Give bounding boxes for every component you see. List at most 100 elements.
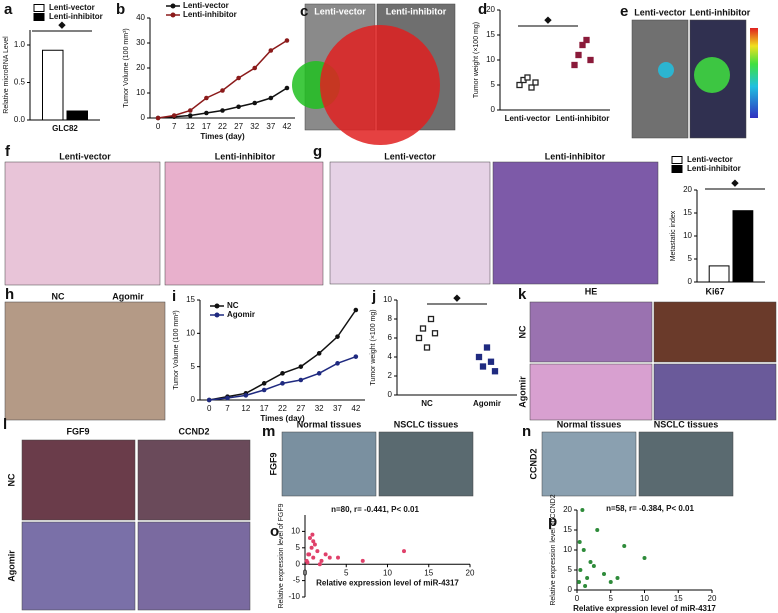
x-tick-label: GLC82	[52, 124, 78, 133]
image	[281, 431, 377, 497]
y-axis-label: Relative expression level of CCND2	[550, 494, 557, 605]
annotation: n=80, r= -0.441, P< 0.01	[331, 505, 419, 514]
panel-letter: l	[3, 416, 7, 433]
x-tick-label: 27	[296, 404, 305, 413]
y-tick-label: 15	[563, 525, 572, 534]
bar	[708, 265, 730, 283]
point	[220, 88, 225, 93]
x-tick-label: Lenti-inhibitor	[556, 114, 610, 123]
x-tick-label: 27	[234, 122, 243, 131]
point	[204, 95, 209, 101]
y-tick-label: 5	[296, 543, 301, 552]
point	[306, 552, 311, 557]
annotation: ◆	[58, 19, 67, 29]
x-tick-label: 5	[344, 568, 349, 577]
y-tick-label: 20	[136, 63, 145, 72]
point	[268, 95, 274, 101]
y-axis-label: Tumor Volume (100 mm³)	[123, 28, 130, 107]
point	[316, 371, 322, 376]
point	[579, 41, 586, 49]
x-tick-label: 12	[241, 404, 250, 413]
point	[483, 344, 491, 351]
panel-letter: e	[620, 3, 628, 20]
point	[583, 36, 590, 44]
x-tick-label: NC	[421, 399, 433, 408]
point	[575, 51, 582, 59]
y-tick-label: 20	[563, 505, 572, 514]
point	[528, 84, 535, 91]
y-tick-label: 10	[136, 88, 145, 97]
panel-letter: h	[5, 286, 14, 303]
y-tick-label: -5	[293, 576, 301, 585]
point	[595, 528, 600, 532]
image-label: Lenti-inhibitor	[386, 6, 447, 16]
point	[236, 104, 241, 110]
point	[353, 307, 359, 313]
image-label: FGF9	[268, 452, 278, 475]
x-axis-label: Relative expression level of miR-4317	[573, 604, 716, 613]
x-tick-label: Lenti-vector	[505, 114, 551, 123]
point	[319, 558, 324, 563]
y-tick-label: 10	[186, 328, 195, 337]
point	[327, 555, 332, 560]
x-tick-label: 32	[250, 122, 259, 131]
image-label: Lenti-vector	[59, 151, 111, 161]
point	[317, 562, 322, 567]
point	[305, 560, 310, 565]
point	[310, 532, 315, 537]
legend-label: Agomir	[227, 310, 255, 319]
image-label: Lenti-vector	[314, 6, 366, 16]
image-label: Lenti-vector	[634, 7, 686, 17]
x-tick-label: 22	[218, 122, 227, 131]
point	[577, 580, 582, 584]
image	[21, 439, 136, 521]
image-label: CCND2	[178, 426, 209, 436]
x-tick-label: 7	[225, 404, 230, 413]
image-label: HE	[585, 286, 598, 296]
panel-letter: m	[262, 423, 275, 440]
image	[329, 161, 491, 285]
panel-letter: a	[4, 1, 13, 18]
point	[402, 549, 406, 554]
x-tick-label: 20	[466, 568, 475, 577]
series-line	[209, 309, 357, 401]
point	[571, 61, 578, 69]
x-tick-label: 5	[609, 594, 614, 603]
image	[21, 521, 136, 611]
y-tick-label: 5	[491, 80, 496, 89]
y-tick-label: 20	[486, 5, 495, 14]
point	[155, 115, 161, 121]
series-line	[209, 355, 357, 401]
legend-label: Lenti-inhibitor	[687, 164, 741, 173]
y-tick-label: 10	[563, 545, 572, 554]
color-bar	[750, 28, 758, 118]
image-label: NSCLC tissues	[394, 419, 459, 429]
point	[360, 558, 365, 563]
point	[225, 395, 230, 401]
y-axis-label: Tumor weight (×100 mg)	[370, 309, 377, 385]
signal	[320, 25, 440, 145]
point	[309, 545, 314, 550]
image-label: FGF9	[66, 426, 89, 436]
image-label: NSCLC tissues	[654, 419, 719, 429]
x-tick-label: 12	[186, 122, 195, 131]
image-label: Lenti-inhibitor	[545, 151, 606, 161]
y-tick-label: 20	[683, 185, 692, 194]
image	[492, 161, 659, 285]
y-axis-label: Relative expression level of FGF9	[278, 503, 285, 608]
point	[307, 535, 312, 540]
panel-letter: o	[270, 523, 279, 540]
annotation: ◆	[731, 177, 740, 187]
point	[261, 387, 267, 393]
point	[581, 548, 586, 552]
x-axis-label: Relative expression level of miR-4317	[316, 578, 459, 587]
image	[631, 19, 689, 139]
point	[206, 397, 212, 403]
point	[311, 539, 316, 544]
legend-label: Lenti-vector	[687, 155, 733, 164]
point	[622, 544, 627, 548]
signal	[658, 62, 674, 78]
point	[284, 85, 290, 91]
y-tick-label: 8	[388, 314, 393, 323]
